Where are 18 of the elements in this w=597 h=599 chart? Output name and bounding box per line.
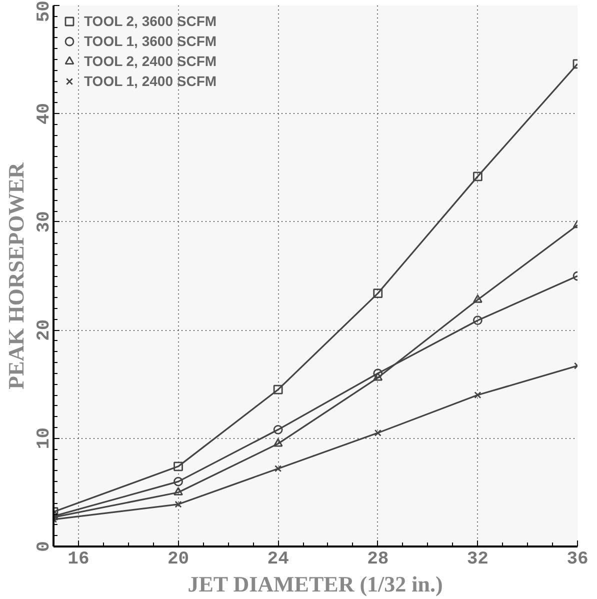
y-tick-label: 40: [34, 102, 54, 124]
x-tick-label: 32: [466, 550, 488, 570]
x-tick-label: 24: [267, 550, 290, 570]
legend-label: TOOL 2, 3600 SCFM: [84, 13, 217, 29]
y-tick-label: 0: [34, 541, 54, 552]
x-tick-label: 20: [167, 550, 190, 570]
y-axis-title: PEAK HORSEPOWER: [4, 162, 28, 390]
y-tick-label: 20: [34, 319, 54, 341]
legend-label: TOOL 1, 2400 SCFM: [84, 73, 217, 89]
legend-label: TOOL 1, 3600 SCFM: [84, 33, 217, 49]
x-tick-label: 16: [68, 550, 90, 570]
y-tick-label: 10: [34, 427, 54, 450]
x-tick-label: 28: [367, 550, 389, 570]
x-tick-label: 36: [566, 550, 588, 570]
legend-label: TOOL 2, 2400 SCFM: [84, 53, 217, 69]
y-tick-label: 50: [34, 0, 54, 22]
x-axis-title: JET DIAMETER (1/32 in.): [188, 572, 443, 596]
y-tick-label: 30: [34, 211, 54, 233]
